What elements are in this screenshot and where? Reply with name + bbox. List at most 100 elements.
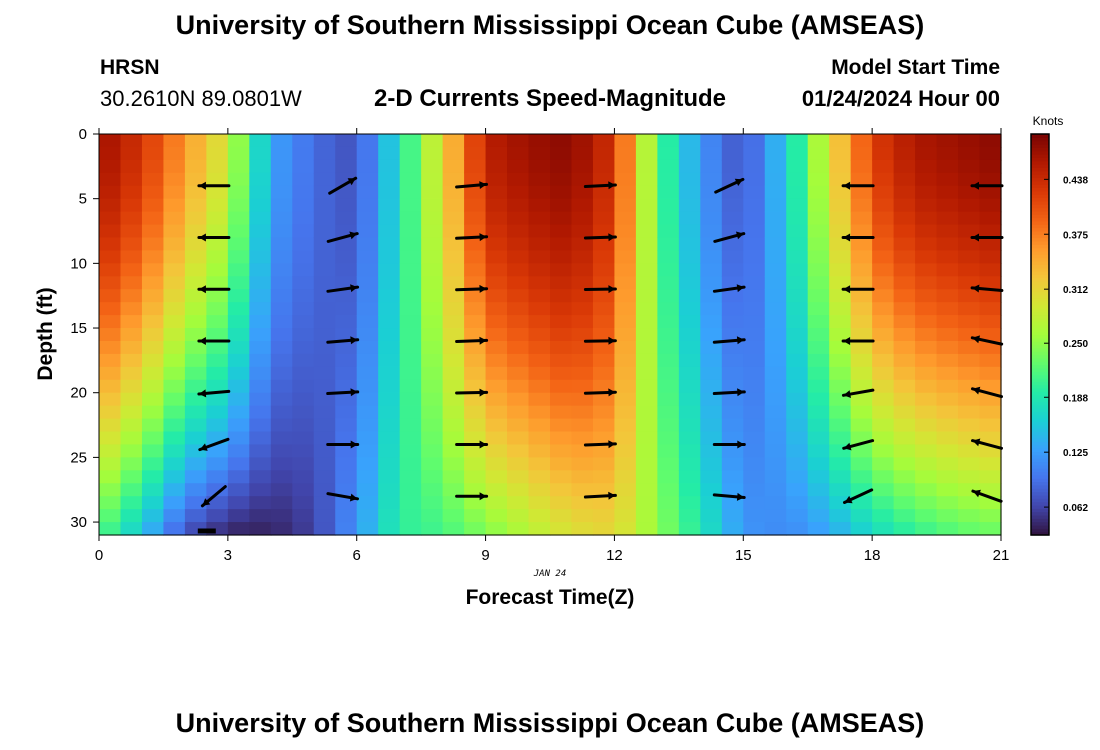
heatmap-cell <box>356 392 379 407</box>
colorbar-segment <box>1031 224 1049 229</box>
heatmap-cell <box>356 211 379 226</box>
heatmap-cell <box>292 328 315 342</box>
heatmap-cell <box>635 134 658 148</box>
current-vector <box>455 388 489 397</box>
heatmap-cell <box>872 457 895 471</box>
heatmap-cell <box>829 353 852 368</box>
heatmap-cell <box>507 444 530 458</box>
heatmap-cell <box>657 211 680 226</box>
heatmap-cell <box>313 366 336 381</box>
colorbar-segment <box>1031 144 1049 148</box>
heatmap-cell <box>528 224 551 239</box>
heatmap-cell <box>872 340 895 355</box>
heatmap-cell <box>335 522 358 536</box>
current-vector <box>583 336 617 345</box>
heatmap-cell <box>893 328 916 342</box>
heatmap-cell <box>206 379 229 394</box>
heatmap-cell <box>850 289 873 303</box>
heatmap-cell <box>915 392 938 407</box>
heatmap-cell <box>764 302 787 316</box>
heatmap-cell <box>850 237 873 252</box>
heatmap-cell <box>421 353 444 368</box>
heatmap-cell <box>120 418 143 433</box>
heatmap-cell <box>550 328 573 342</box>
heatmap-cell <box>249 146 272 161</box>
heatmap-cell <box>614 457 637 471</box>
heatmap-cell <box>378 302 401 316</box>
heatmap-cell <box>743 224 766 239</box>
heatmap-cell <box>485 289 508 303</box>
heatmap-cell <box>399 211 422 226</box>
colorbar-segment <box>1031 474 1049 479</box>
heatmap-cell <box>700 418 723 433</box>
colorbar-segment <box>1031 177 1049 182</box>
heatmap-cell <box>292 250 315 264</box>
heatmap-cell <box>958 457 981 471</box>
y-tick-label: 0 <box>79 126 87 143</box>
heatmap-cell <box>872 159 895 174</box>
heatmap-cell <box>635 470 658 484</box>
colorbar-segment <box>1031 387 1049 392</box>
colorbar-unit-label: Knots <box>1033 114 1064 128</box>
colorbar-segment <box>1031 421 1049 426</box>
heatmap-cell <box>356 250 379 264</box>
heatmap-cell <box>592 315 616 329</box>
heatmap-cell <box>915 509 938 523</box>
heatmap-cell <box>635 353 658 368</box>
heatmap-cell <box>313 134 336 148</box>
heatmap-cell <box>356 457 379 471</box>
heatmap-cell <box>592 146 616 161</box>
heatmap-cell <box>829 315 852 329</box>
heatmap-cell <box>893 509 916 523</box>
heatmap-cell <box>270 250 293 264</box>
heatmap-cell <box>571 289 594 303</box>
heatmap-cell <box>936 340 959 355</box>
heatmap-cell <box>99 237 122 252</box>
heatmap-cell <box>614 224 637 239</box>
heatmap-cell <box>227 328 250 342</box>
model-start-label: Model Start Time <box>831 56 1000 79</box>
heatmap-cell <box>528 289 551 303</box>
heatmap-cell <box>700 289 723 303</box>
heatmap-cell <box>120 483 143 497</box>
heatmap-cell <box>657 496 680 510</box>
heatmap-cell <box>635 198 658 213</box>
heatmap-cell <box>893 302 916 316</box>
current-vector <box>712 440 746 449</box>
heatmap-cell <box>571 302 594 316</box>
heatmap-cell <box>571 211 594 226</box>
heatmap-cell <box>678 172 701 187</box>
colorbar-segment <box>1031 297 1049 302</box>
heatmap-cell <box>507 198 530 213</box>
heatmap-cell <box>657 353 680 368</box>
heatmap-cell <box>786 509 809 523</box>
heatmap-cell <box>249 509 272 523</box>
heatmap-cell <box>893 392 916 407</box>
heatmap-cell <box>528 250 551 264</box>
colorbar-segment <box>1031 140 1049 145</box>
heatmap-cell <box>99 366 122 381</box>
heatmap-cell <box>807 496 830 510</box>
colorbar-segment <box>1031 254 1049 259</box>
heatmap-cell <box>958 315 981 329</box>
heatmap-cell <box>99 392 122 407</box>
heatmap-cell <box>163 496 186 510</box>
heatmap-cell <box>442 289 465 303</box>
heatmap-cell <box>335 134 358 148</box>
heatmap-cell <box>99 302 122 316</box>
heatmap-cell <box>721 509 744 523</box>
heatmap-cell <box>184 185 207 200</box>
heatmap-cell <box>421 159 444 174</box>
heatmap-cell <box>614 496 637 510</box>
heatmap-cell <box>442 444 465 458</box>
heatmap-cell <box>700 211 723 226</box>
heatmap-cell <box>979 379 1002 394</box>
heatmap-cell <box>378 172 401 187</box>
heatmap-cell <box>99 211 122 226</box>
heatmap-cell <box>614 509 637 523</box>
heatmap-cell <box>678 509 701 523</box>
heatmap-cell <box>850 211 873 226</box>
heatmap-cell <box>528 185 551 200</box>
heatmap-cell <box>550 250 573 264</box>
colorbar-segment <box>1031 354 1049 359</box>
